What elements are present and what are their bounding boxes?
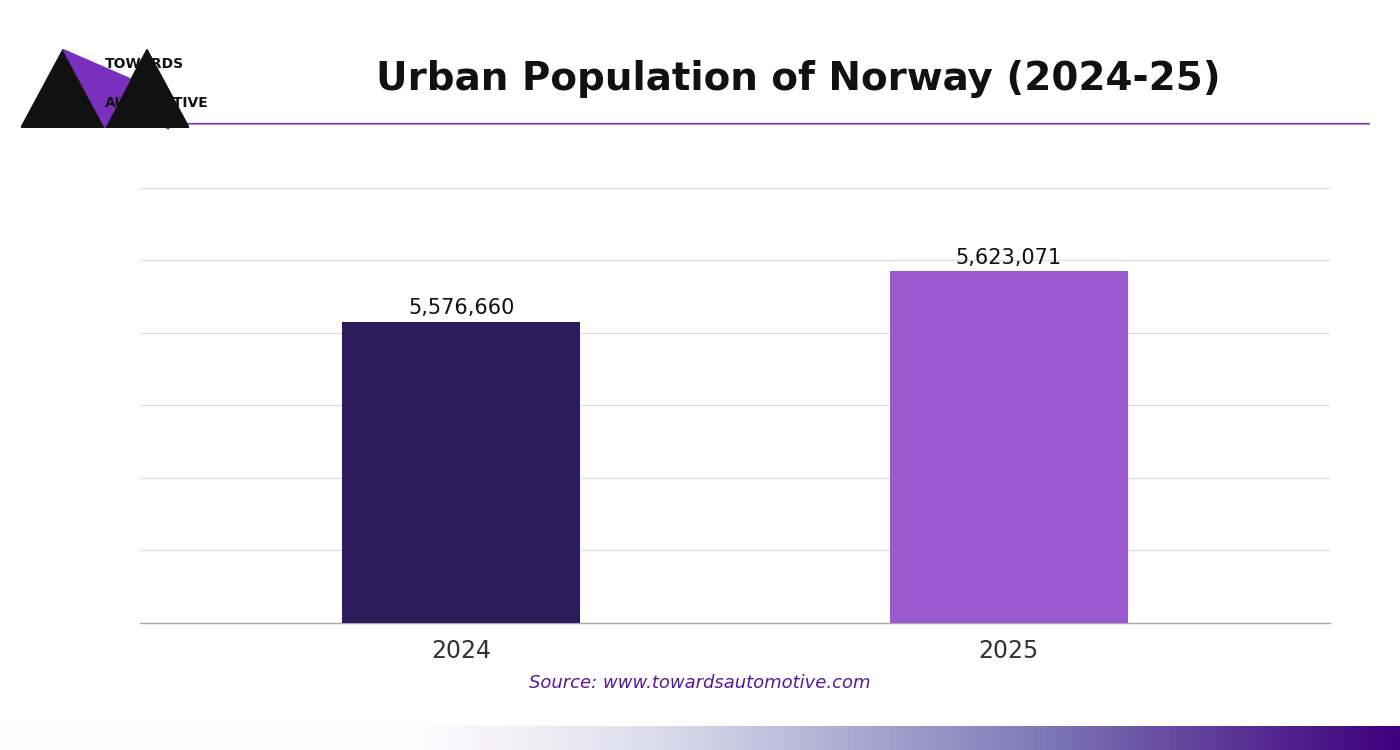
Bar bbox=[342, 322, 580, 750]
Text: 5,623,071: 5,623,071 bbox=[956, 248, 1061, 268]
Text: Source: www.towardsautomotive.com: Source: www.towardsautomotive.com bbox=[529, 674, 871, 692]
Text: Urban Population of Norway (2024-25): Urban Population of Norway (2024-25) bbox=[375, 60, 1221, 98]
Bar bbox=[890, 272, 1128, 750]
Text: TOWARDS: TOWARDS bbox=[105, 57, 185, 71]
Polygon shape bbox=[105, 50, 189, 128]
Polygon shape bbox=[63, 50, 130, 128]
Text: 5,576,660: 5,576,660 bbox=[409, 298, 514, 318]
Polygon shape bbox=[21, 50, 105, 128]
Text: AUTOMOTIVE: AUTOMOTIVE bbox=[105, 96, 209, 110]
